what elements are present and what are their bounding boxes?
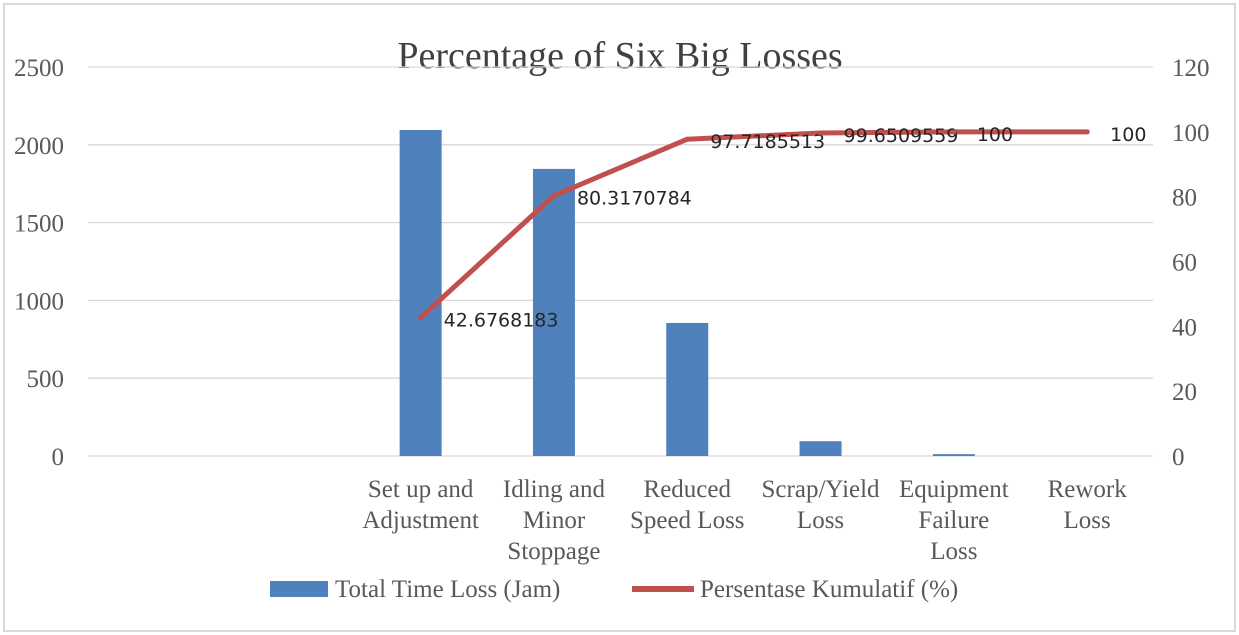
line-point bbox=[418, 315, 424, 321]
right-tick-label: 80 bbox=[1172, 185, 1197, 212]
line-data-label: 42.6768183 bbox=[444, 310, 559, 332]
line-point bbox=[818, 130, 824, 136]
category-label: Equipment Failure Loss bbox=[899, 476, 1009, 565]
legend-bar-swatch bbox=[270, 581, 328, 597]
left-tick-label: 500 bbox=[27, 366, 65, 393]
line-point bbox=[684, 136, 690, 142]
legend-bar-label: Total Time Loss (Jam) bbox=[335, 576, 560, 603]
bar bbox=[666, 322, 709, 456]
right-tick-label: 40 bbox=[1172, 314, 1197, 341]
line-data-label: 100 bbox=[977, 124, 1013, 146]
line-point bbox=[551, 193, 557, 199]
category-label: Rework Loss bbox=[1048, 476, 1128, 534]
right-tick-label: 100 bbox=[1172, 120, 1210, 147]
line-data-label: 99.6509559 bbox=[844, 125, 959, 147]
cumulative-line bbox=[418, 129, 1090, 321]
bar bbox=[532, 168, 575, 456]
left-tick-label: 1500 bbox=[14, 211, 64, 238]
left-tick-label: 0 bbox=[52, 444, 65, 471]
category-label: Set up and Adjustment bbox=[362, 476, 479, 534]
chart-frame bbox=[3, 3, 1236, 632]
line-series: 42.6768183 80.3170784 97.7185513 99.6509559… bbox=[418, 124, 1146, 332]
left-tick-label: 1000 bbox=[14, 288, 64, 315]
category-label: Scrap/Yield Loss bbox=[762, 476, 881, 534]
bar bbox=[399, 130, 442, 456]
right-axis-ticks: 0 20 40 60 80 100 120 bbox=[1172, 55, 1210, 471]
right-tick-label: 120 bbox=[1172, 55, 1210, 82]
left-axis-ticks: 0 500 1000 1500 2000 2500 bbox=[14, 55, 64, 471]
right-tick-label: 20 bbox=[1172, 379, 1197, 406]
chart-title: Percentage of Six Big Losses bbox=[397, 35, 842, 77]
line-data-label: 100 bbox=[1110, 124, 1146, 146]
bar bbox=[932, 454, 975, 456]
category-label: Reduced Speed Loss bbox=[630, 476, 745, 534]
line-data-label: 80.3170784 bbox=[577, 188, 692, 210]
line-point bbox=[1084, 129, 1090, 135]
bar-series bbox=[399, 130, 975, 456]
left-tick-label: 2500 bbox=[14, 55, 64, 82]
right-tick-label: 0 bbox=[1172, 444, 1185, 471]
line-data-label: 97.7185513 bbox=[710, 131, 825, 153]
legend: Total Time Loss (Jam) Persentase Kumulati… bbox=[270, 576, 958, 603]
category-label: Idling and Minor Stoppage bbox=[503, 476, 606, 565]
bar bbox=[799, 441, 842, 456]
line-point bbox=[951, 129, 957, 135]
gridlines bbox=[88, 66, 1153, 457]
right-tick-label: 60 bbox=[1172, 250, 1197, 277]
left-tick-label: 2000 bbox=[14, 133, 64, 160]
category-labels: Set up and Adjustment Idling and Minor Stopp… bbox=[362, 476, 1127, 565]
legend-line-label: Persentase Kumulatif (%) bbox=[700, 576, 958, 603]
